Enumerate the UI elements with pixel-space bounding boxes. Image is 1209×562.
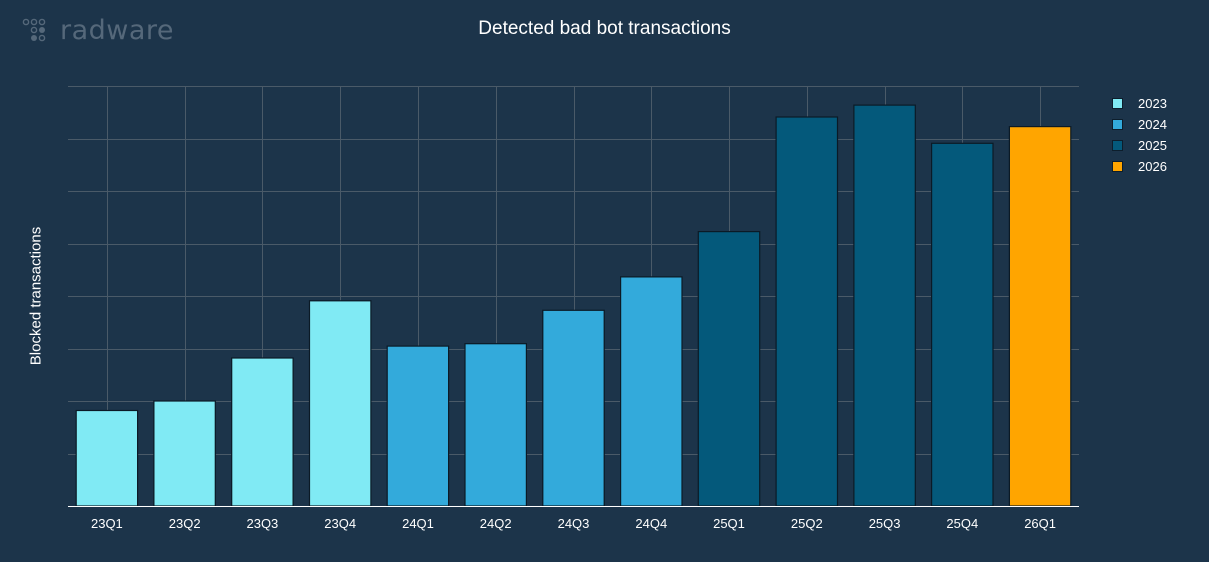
- x-tick-label: 25Q1: [713, 516, 745, 531]
- x-tick-label: 23Q4: [324, 516, 356, 531]
- legend-label: 2025: [1138, 138, 1167, 153]
- x-tick-label: 25Q3: [869, 516, 901, 531]
- legend-swatch: [1112, 119, 1123, 130]
- logo-wordmark: radware: [60, 14, 175, 46]
- x-tick-label: 24Q4: [635, 516, 667, 531]
- radware-logo: radware: [22, 16, 174, 44]
- chart-legend: 2023 2024 2025 2026: [1112, 93, 1167, 177]
- chart-title: Detected bad bot transactions: [478, 18, 731, 39]
- x-tick-label: 24Q2: [480, 516, 512, 531]
- logo-dots-icon: [22, 18, 46, 42]
- bar-23Q2: [153, 400, 216, 507]
- x-tick-label: 24Q3: [558, 516, 590, 531]
- x-tick-label: 25Q2: [791, 516, 823, 531]
- legend-item-2024: 2024: [1112, 114, 1167, 135]
- bar-24Q1: [386, 345, 450, 507]
- bar-24Q2: [464, 343, 528, 507]
- legend-swatch: [1112, 98, 1123, 109]
- legend-label: 2023: [1138, 96, 1167, 111]
- legend-label: 2026: [1138, 159, 1167, 174]
- bar-23Q3: [231, 357, 294, 507]
- bar-25Q1: [697, 231, 761, 507]
- x-tick-label: 24Q1: [402, 516, 434, 531]
- x-tick-label: 23Q1: [91, 516, 123, 531]
- bar-23Q1: [75, 409, 139, 507]
- legend-item-2025: 2025: [1112, 135, 1167, 156]
- bar-26Q1: [1008, 125, 1072, 507]
- x-tick-label: 25Q4: [946, 516, 978, 531]
- x-tick-label: 26Q1: [1024, 516, 1056, 531]
- bar-24Q4: [619, 276, 683, 507]
- legend-item-2026: 2026: [1112, 156, 1167, 177]
- legend-swatch: [1112, 161, 1123, 172]
- legend-label: 2024: [1138, 117, 1167, 132]
- x-tick-label: 23Q2: [169, 516, 201, 531]
- bar-25Q4: [930, 142, 994, 507]
- bar-23Q4: [308, 300, 372, 507]
- legend-item-2023: 2023: [1112, 93, 1167, 114]
- legend-swatch: [1112, 140, 1123, 151]
- bar-24Q3: [542, 309, 605, 507]
- x-tick-label: 23Q3: [246, 516, 278, 531]
- bar-25Q2: [775, 116, 839, 507]
- bar-25Q3: [853, 104, 916, 507]
